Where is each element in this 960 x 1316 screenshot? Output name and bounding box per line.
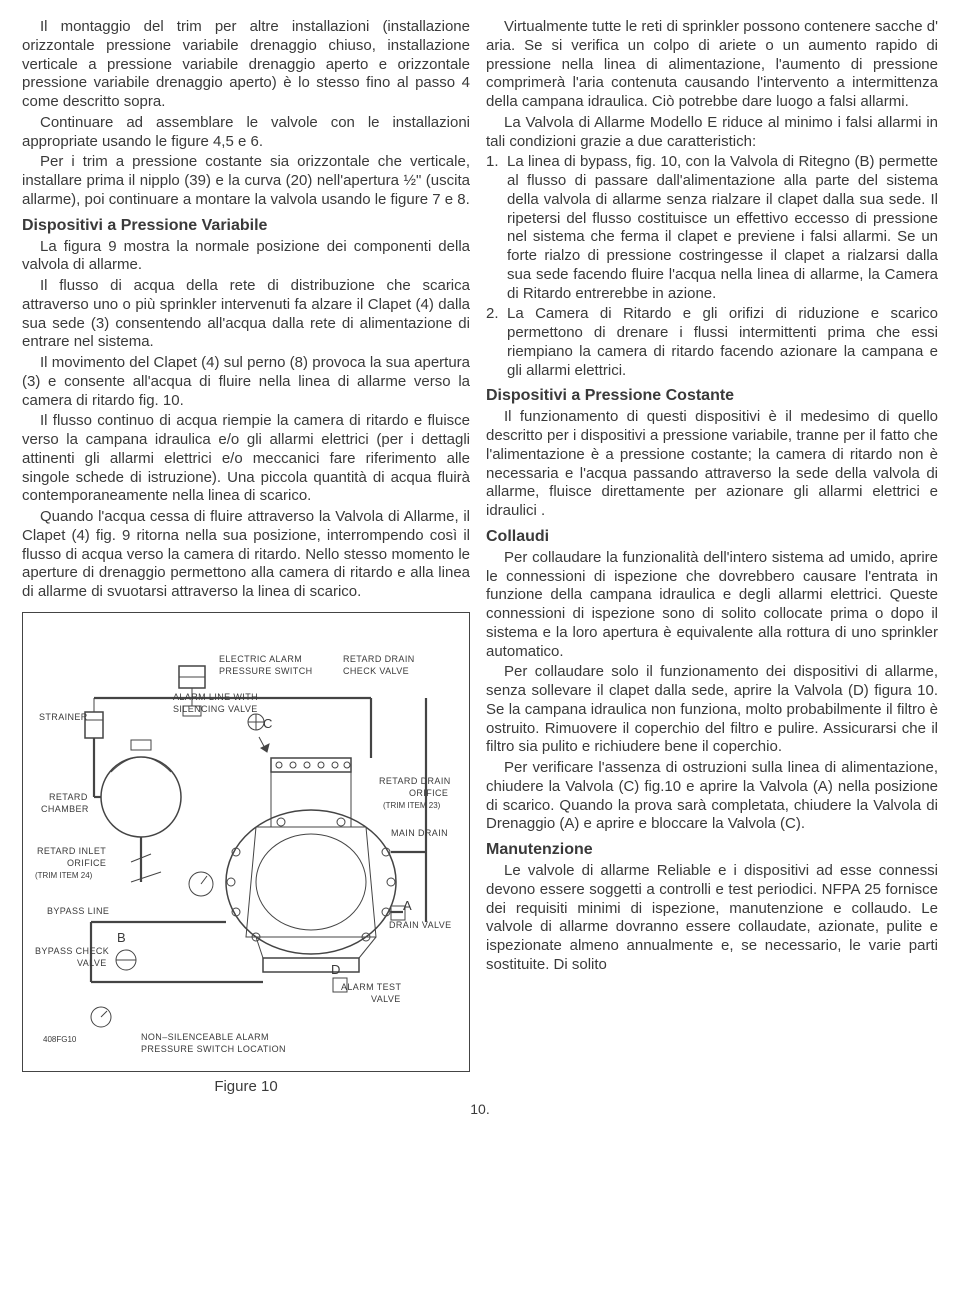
para: Per verificare l'assenza di ostruzioni s… xyxy=(486,759,938,834)
label-A: A xyxy=(403,898,412,913)
heading-collaudi: Collaudi xyxy=(486,527,938,547)
para: Per collaudare la funzionalità dell'inte… xyxy=(486,549,938,662)
para: Il funzionamento di questi dispositivi è… xyxy=(486,408,938,521)
left-column: Il montaggio del trim per altre installa… xyxy=(22,18,470,1097)
label-electric-2: PRESSURE SWITCH xyxy=(219,666,313,676)
para: Per collaudare solo il funzionamento dei… xyxy=(486,663,938,757)
heading-constant-pressure: Dispositivi a Pressione Costante xyxy=(486,386,938,406)
label-retard-drain-or-3: (TRIM ITEM 23) xyxy=(383,801,441,810)
figure-10: STRAINER RETARD CHAMBER RETARD INLET ORI… xyxy=(22,612,470,1072)
label-D: D xyxy=(331,962,340,977)
label-alarm-test-1: ALARM TEST xyxy=(341,982,401,992)
para: Il movimento del Clapet (4) sul perno (8… xyxy=(22,354,470,410)
list-body: La Camera di Ritardo e gli orifizi di ri… xyxy=(507,305,938,380)
label-bypass-check: BYPASS CHECK xyxy=(35,946,109,956)
label-retard-drain-or-1: RETARD DRAIN xyxy=(379,776,451,786)
label-retard-inlet-3: (TRIM ITEM 24) xyxy=(35,871,93,880)
label-retard-chamber-2: CHAMBER xyxy=(41,804,89,814)
label-bypass-line: BYPASS LINE xyxy=(47,906,109,916)
para: Il montaggio del trim per altre installa… xyxy=(22,18,470,112)
list-num: 2. xyxy=(486,305,507,380)
label-retard-inlet: RETARD INLET xyxy=(37,846,106,856)
label-strainer: STRAINER xyxy=(39,712,88,722)
para: Le valvole di allarme Reliable e i dispo… xyxy=(486,862,938,975)
para: La figura 9 mostra la normale posizione … xyxy=(22,238,470,276)
list-item-1: 1. La linea di bypass, fig. 10, con la V… xyxy=(486,153,938,303)
label-electric-1: ELECTRIC ALARM xyxy=(219,654,302,664)
list-item-2: 2. La Camera di Ritardo e gli orifizi di… xyxy=(486,305,938,380)
label-alarm-line-2: SILENCING VALVE xyxy=(173,704,258,714)
label-retard-drain-cv-2: CHECK VALVE xyxy=(343,666,409,676)
heading-variable-pressure: Dispositivi a Pressione Variabile xyxy=(22,216,470,236)
label-drain-valve: DRAIN VALVE xyxy=(389,920,452,930)
label-B: B xyxy=(117,930,126,945)
label-alarm-line-1: ALARM LINE WITH xyxy=(173,692,258,702)
right-column: Virtualmente tutte le reti di sprinkler … xyxy=(486,18,938,1097)
label-retard-inlet-2: ORIFICE xyxy=(67,858,106,868)
label-retard-drain-cv-1: RETARD DRAIN xyxy=(343,654,415,664)
label-non-sil-2: PRESSURE SWITCH LOCATION xyxy=(141,1044,286,1054)
para: La Valvola di Allarme Modello E riduce a… xyxy=(486,114,938,152)
page-number: 10. xyxy=(22,1101,938,1119)
list-body: La linea di bypass, fig. 10, con la Valv… xyxy=(507,153,938,303)
label-alarm-test-2: VALVE xyxy=(371,994,401,1004)
label-bypass-check-2: VALVE xyxy=(77,958,107,968)
heading-manutenzione: Manutenzione xyxy=(486,840,938,860)
list-num: 1. xyxy=(486,153,507,303)
label-main-drain: MAIN DRAIN xyxy=(391,828,448,838)
para: Per i trim a pressione costante sia oriz… xyxy=(22,153,470,209)
para: Virtualmente tutte le reti di sprinkler … xyxy=(486,18,938,112)
label-non-sil-1: NON–SILENCEABLE ALARM xyxy=(141,1032,269,1042)
label-retard-chamber: RETARD xyxy=(49,792,88,802)
para: Il flusso di acqua della rete di distrib… xyxy=(22,277,470,352)
para: Il flusso continuo di acqua riempie la c… xyxy=(22,412,470,506)
label-retard-drain-or-2: ORIFICE xyxy=(409,788,448,798)
figure-caption: Figure 10 xyxy=(22,1078,470,1097)
page-layout: Il montaggio del trim per altre installa… xyxy=(22,18,938,1097)
para: Continuare ad assemblare le valvole con … xyxy=(22,114,470,152)
label-C: C xyxy=(263,716,272,731)
para: Quando l'acqua cessa di fluire attravers… xyxy=(22,508,470,602)
label-code: 408FG10 xyxy=(43,1035,77,1044)
figure-svg: STRAINER RETARD CHAMBER RETARD INLET ORI… xyxy=(31,621,461,1063)
